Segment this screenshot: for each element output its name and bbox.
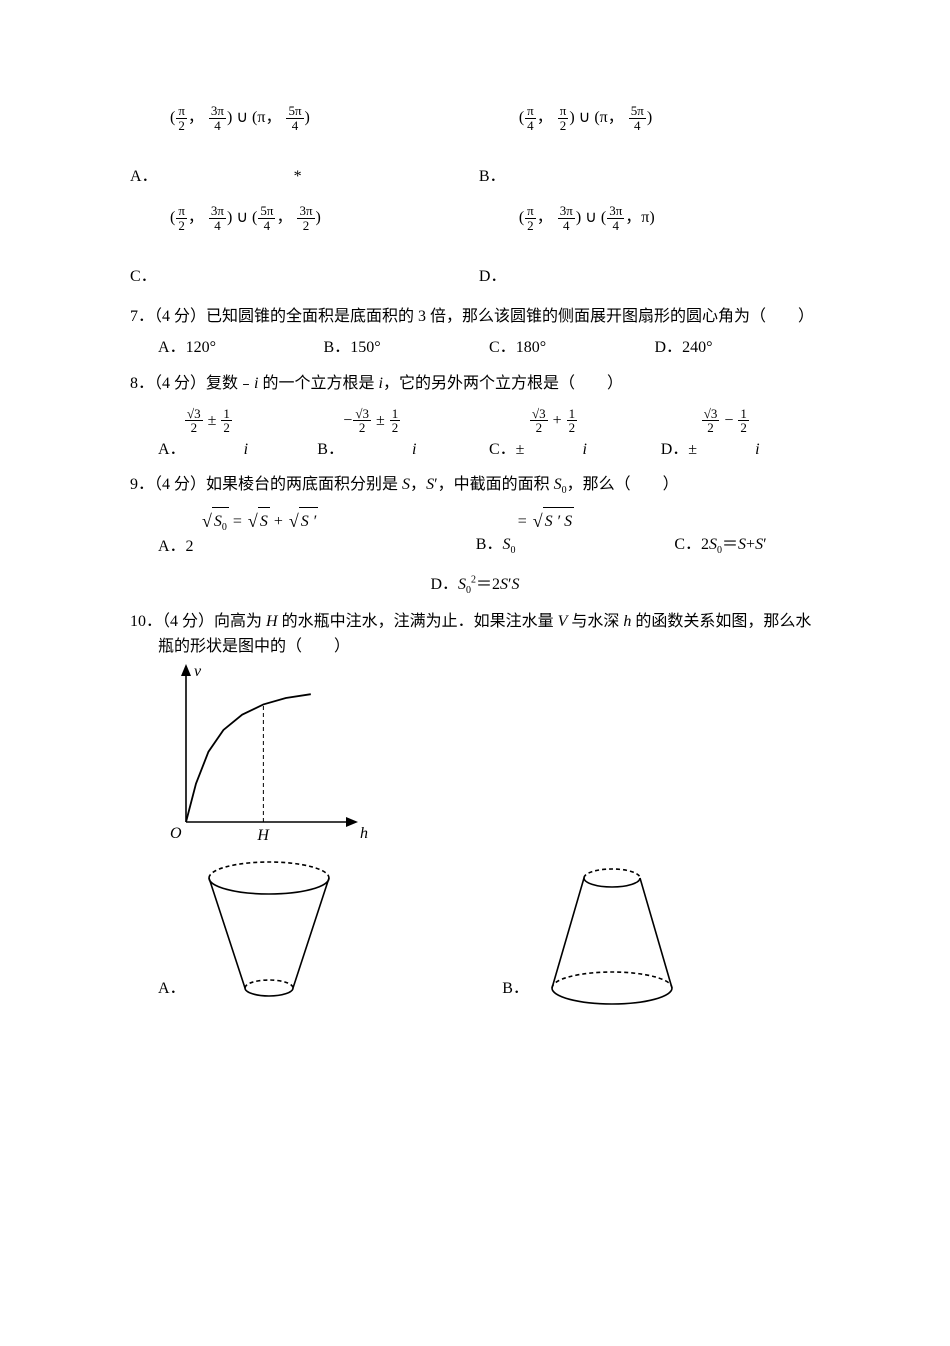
- q10-shape-row: A． B．: [158, 858, 820, 1008]
- q9-opt-A: S0 = S + S ′ A．2: [158, 506, 476, 560]
- q7-opt-A: A．120°: [158, 335, 324, 361]
- q7-B-val: 150°: [350, 339, 380, 356]
- q9-B-letter: B．S0: [476, 532, 574, 559]
- q9-opt-C: C．2S0＝S+S′: [674, 532, 820, 559]
- q8-stem-suffix: ，它的另外两个立方根是（ ）: [383, 375, 623, 392]
- q8-A-letter: A．: [158, 437, 186, 463]
- q8-D-tail: i: [755, 437, 759, 463]
- q8-C-tail: i: [582, 437, 586, 463]
- q9-options-row1: S0 = S + S ′ A．2 = S ′ S B．S0 C．2S: [158, 506, 820, 560]
- q10-V: V: [558, 613, 568, 630]
- q6-options-row1: (π2， 3π4) ∪ (π， 5π4) A． * (π4， π2) ∪ (π，…: [130, 104, 820, 190]
- q6-opt-D: (π2， 3π4) ∪ (3π4，π) D．: [479, 204, 810, 290]
- q8-B-tail: i: [412, 437, 416, 463]
- q7-number: 7．: [130, 308, 154, 325]
- q6-D-expr: (π2， 3π4) ∪ (3π4，π): [519, 204, 655, 232]
- q9-B-expr: = S ′ S: [518, 506, 574, 535]
- q6-B-expr: (π4， π2) ∪ (π， 5π4): [519, 104, 652, 132]
- q9-C-text: C．2S0＝S+S′: [674, 532, 766, 559]
- q10-stem: 10．（4 分）向高为 H 的水瓶中注水，注满为止．如果注水量 V 与水深 h …: [130, 609, 820, 660]
- q6-A-letter: A．: [130, 164, 158, 190]
- q10-figures: Oh v H A． B．: [158, 660, 820, 1008]
- q8-options: √32 ± 12 A． i −√32 ± 12 B． i √32 + 12 C．±: [158, 407, 820, 463]
- q8-number: 8．: [130, 375, 154, 392]
- q10-s1: 向高为: [214, 613, 266, 630]
- q6-D-letter: D．: [479, 264, 507, 290]
- q9-stem: 9．（4 分）如果棱台的两底面积分别是 S，S′，中截面的面积 S0，那么（ ）: [130, 472, 820, 499]
- svg-text:O: O: [170, 825, 182, 842]
- q7-D-val: 240°: [682, 339, 712, 356]
- q8-opt-A: √32 ± 12 A． i: [158, 407, 307, 463]
- q8-opt-B: −√32 ± 12 B． i: [317, 407, 479, 463]
- q7: 7．（4 分）已知圆锥的全面积是底面积的 3 倍，那么该圆锥的侧面展开图扇形的圆…: [130, 304, 820, 361]
- q8-stem: 8．（4 分）复数﹣i 的一个立方根是 i，它的另外两个立方根是（ ）: [130, 371, 820, 397]
- q8-B-letter: B．: [317, 437, 344, 463]
- q7-opt-C: C．180°: [489, 335, 655, 361]
- q8-B-expr: −√32 ± 12: [343, 407, 401, 435]
- q6-C-letter: C．: [130, 264, 157, 290]
- q6-C-expr: (π2， 3π4) ∪ (5π4， 3π2): [170, 204, 321, 232]
- q7-C-val: 180°: [516, 339, 546, 356]
- q6-A-suffix: *: [294, 164, 302, 190]
- q8-C-expr: √32 + 12: [529, 407, 578, 435]
- q8-stem-prefix: 复数﹣: [206, 375, 254, 392]
- q8-A-tail: i: [244, 437, 248, 463]
- q10-chart: Oh v H: [158, 660, 368, 850]
- q9: 9．（4 分）如果棱台的两底面积分别是 S，S′，中截面的面积 S0，那么（ ）…: [130, 472, 820, 598]
- q7-points: （4 分）: [154, 308, 206, 325]
- q10-A-label: A．: [158, 976, 186, 1002]
- q10-B-label: B．: [502, 976, 529, 1002]
- q10-points: （4 分）: [162, 613, 214, 630]
- q8-D-expr: √32 − 12: [701, 407, 750, 435]
- q10-s2: 的水瓶中注水，注满为止．如果注水量: [278, 613, 558, 630]
- q8-D-letter: D．±: [661, 437, 697, 463]
- q7-opt-D: D．240°: [655, 335, 821, 361]
- q10-H: H: [266, 613, 278, 630]
- q7-stem: 7．（4 分）已知圆锥的全面积是底面积的 3 倍，那么该圆锥的侧面展开图扇形的圆…: [130, 304, 820, 330]
- q10-shape-B: [537, 858, 687, 1008]
- q7-options: A．120° B．150° C．180° D．240°: [158, 335, 820, 361]
- q9-A-expr: S0 = S + S ′: [200, 506, 318, 536]
- q9-opt-B: = S ′ S B．S0: [476, 506, 675, 560]
- q8-points: （4 分）: [154, 375, 206, 392]
- q7-opt-B: B．150°: [324, 335, 490, 361]
- q8-C-letter: C．±: [489, 437, 524, 463]
- q10: 10．（4 分）向高为 H 的水瓶中注水，注满为止．如果注水量 V 与水深 h …: [130, 609, 820, 1008]
- q6-A-expr: (π2， 3π4) ∪ (π， 5π4): [170, 104, 310, 132]
- svg-text:h: h: [360, 825, 368, 842]
- q6-B-letter: B．: [479, 164, 506, 190]
- q6-opt-A: (π2， 3π4) ∪ (π， 5π4) A． *: [130, 104, 461, 190]
- svg-text:H: H: [256, 827, 270, 844]
- q7-stem-text: 已知圆锥的全面积是底面积的 3 倍，那么该圆锥的侧面展开图扇形的圆心角为（ ）: [206, 308, 814, 325]
- q8-opt-C: √32 + 12 C．± i: [489, 407, 651, 463]
- q10-number: 10．: [130, 613, 162, 630]
- svg-text:v: v: [194, 663, 202, 680]
- q8-A-expr: √32 ± 12: [184, 407, 233, 435]
- q8-opt-D: √32 − 12 D．± i: [661, 407, 810, 463]
- q6-opt-B: (π4， π2) ∪ (π， 5π4) B．: [479, 104, 810, 190]
- q9-opt-D: D．S02＝2S′S: [130, 572, 820, 599]
- q10-s3: 与水深: [567, 613, 623, 630]
- q7-A-val: 120°: [186, 339, 216, 356]
- q9-number: 9．: [130, 476, 154, 493]
- q9-points: （4 分）: [154, 476, 206, 493]
- q8-stem-mid: 的一个立方根是: [259, 375, 379, 392]
- q9-A-letter: A．2: [158, 534, 318, 560]
- q6-options-row2: (π2， 3π4) ∪ (5π4， 3π2) C． (π2， 3π4) ∪ (3…: [130, 204, 820, 290]
- exam-page: (π2， 3π4) ∪ (π， 5π4) A． * (π4， π2) ∪ (π，…: [0, 0, 950, 1074]
- q10-shape-A: [194, 858, 344, 1008]
- q8: 8．（4 分）复数﹣i 的一个立方根是 i，它的另外两个立方根是（ ） √32 …: [130, 371, 820, 462]
- q6-opt-C: (π2， 3π4) ∪ (5π4， 3π2) C．: [130, 204, 461, 290]
